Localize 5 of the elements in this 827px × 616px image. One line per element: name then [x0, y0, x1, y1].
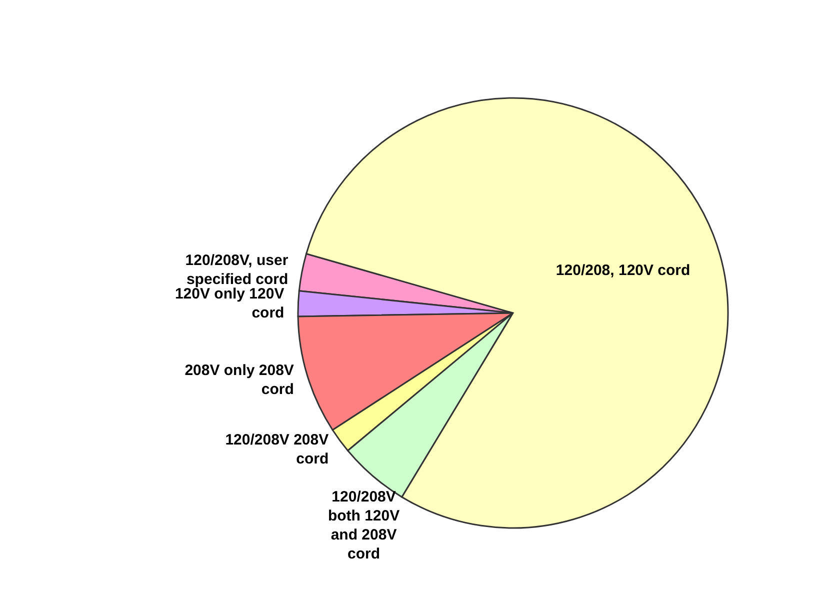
- slice-label: 120/208V both 120V and 208V cord: [328, 488, 400, 562]
- slice-label: 120/208V, user specified cord: [185, 251, 288, 288]
- slice-label: 208V only 208V cord: [184, 362, 294, 398]
- slice-label: 120/208V 208V cord: [225, 430, 329, 467]
- slice-label: 120/208, 120V cord: [556, 261, 690, 278]
